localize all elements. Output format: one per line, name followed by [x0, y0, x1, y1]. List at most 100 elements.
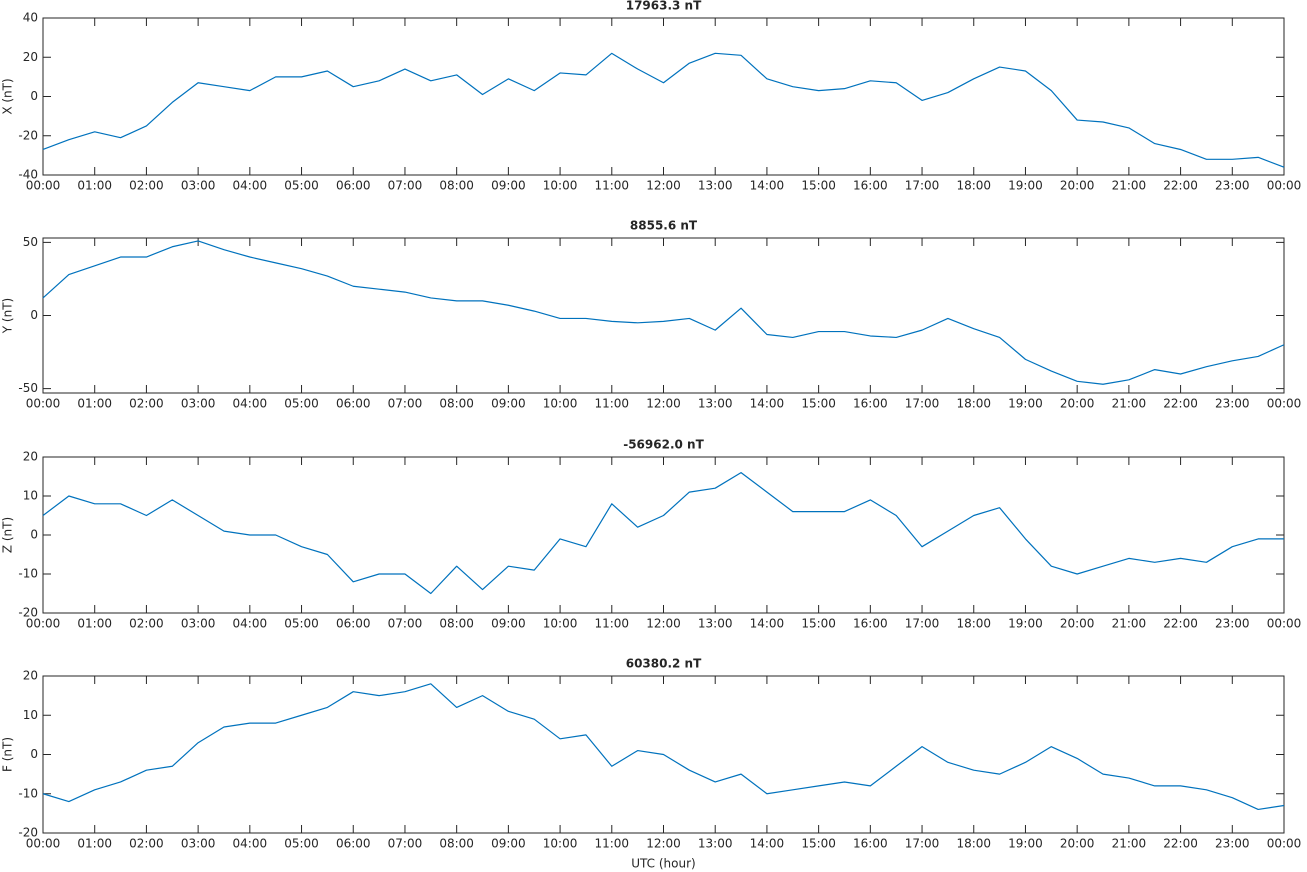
data-line	[42, 240, 1285, 385]
x-tick-label: 18:00	[956, 617, 991, 631]
y-axis-label: F (nT)	[1, 737, 15, 772]
x-tick-label: 00:00	[26, 617, 61, 631]
chart-title: -56962.0 nT	[623, 438, 704, 452]
x-tick-label: 11:00	[594, 617, 629, 631]
x-tick-label: 19:00	[1008, 617, 1043, 631]
x-tick-label: 07:00	[388, 179, 423, 193]
y-axis-label: Z (nT)	[1, 517, 15, 553]
x-tick-label: 14:00	[750, 617, 785, 631]
x-tick-label: 01:00	[77, 397, 112, 411]
x-tick-label: 00:00	[26, 837, 61, 851]
y-tick-label: -20	[18, 826, 38, 840]
chart-title: 60380.2 nT	[626, 657, 702, 671]
x-tick-label: 06:00	[336, 179, 371, 193]
x-tick-label: 11:00	[594, 837, 629, 851]
x-tick-label: 11:00	[594, 397, 629, 411]
x-tick-label: 12:00	[646, 179, 681, 193]
x-tick-label: 23:00	[1215, 179, 1250, 193]
x-tick-label: 02:00	[129, 837, 164, 851]
x-tick-label: 21:00	[1112, 397, 1147, 411]
plot-area	[42, 456, 1285, 614]
x-tick-label: 03:00	[181, 837, 216, 851]
data-line	[42, 52, 1285, 168]
y-tick-label: 50	[23, 235, 38, 249]
y-tick-label: 10	[23, 489, 38, 503]
data-line	[42, 683, 1285, 811]
x-tick-label: 04:00	[233, 617, 268, 631]
x-tick-label: 21:00	[1112, 617, 1147, 631]
x-tick-label: 15:00	[801, 617, 836, 631]
y-tick-label: 20	[23, 669, 38, 683]
x-tick-label: 23:00	[1215, 397, 1250, 411]
x-tick-label: 22:00	[1163, 837, 1198, 851]
y-tick-label: -50	[18, 381, 38, 395]
x-tick-label: 04:00	[233, 179, 268, 193]
y-tick-label: 20	[23, 450, 38, 464]
x-tick-label: 13:00	[698, 179, 733, 193]
x-tick-label: 16:00	[853, 617, 888, 631]
x-tick-label: 10:00	[543, 179, 578, 193]
y-tick-label: -10	[18, 786, 38, 800]
x-tick-label: 17:00	[905, 617, 940, 631]
x-tick-label: 19:00	[1008, 837, 1043, 851]
x-tick-label: 00:00	[26, 179, 61, 193]
x-tick-label: 14:00	[750, 179, 785, 193]
x-tick-label: 04:00	[233, 837, 268, 851]
x-tick-label: 06:00	[336, 397, 371, 411]
x-tick-label: 05:00	[284, 179, 319, 193]
x-tick-label: 07:00	[388, 837, 423, 851]
x-tick-label: 11:00	[594, 179, 629, 193]
x-tick-label: 04:00	[233, 397, 268, 411]
x-tick-label: 02:00	[129, 397, 164, 411]
x-tick-label: 03:00	[181, 397, 216, 411]
x-tick-label: 08:00	[439, 179, 474, 193]
x-tick-label: 00:00	[1267, 837, 1302, 851]
x-tick-label: 12:00	[646, 617, 681, 631]
x-tick-label: 19:00	[1008, 179, 1043, 193]
x-tick-label: 02:00	[129, 617, 164, 631]
x-tick-label: 20:00	[1060, 179, 1095, 193]
x-tick-label: 18:00	[956, 397, 991, 411]
y-tick-label: 0	[30, 308, 38, 322]
x-tick-label: 10:00	[543, 617, 578, 631]
y-axis-label: Y (nT)	[1, 298, 15, 334]
x-tick-label: 14:00	[750, 397, 785, 411]
x-tick-label: 19:00	[1008, 397, 1043, 411]
x-tick-label: 16:00	[853, 837, 888, 851]
x-tick-label: 23:00	[1215, 617, 1250, 631]
x-tick-label: 13:00	[698, 837, 733, 851]
chart-title: 8855.6 nT	[630, 219, 698, 233]
plot-area	[42, 17, 1285, 176]
x-tick-label: 01:00	[77, 837, 112, 851]
chart-title: 17963.3 nT	[626, 0, 702, 13]
x-tick-label: 05:00	[284, 837, 319, 851]
x-tick-label: 03:00	[181, 617, 216, 631]
x-tick-label: 20:00	[1060, 837, 1095, 851]
x-tick-label: 22:00	[1163, 179, 1198, 193]
y-tick-label: -20	[18, 606, 38, 620]
x-tick-label: 08:00	[439, 837, 474, 851]
x-tick-label: 00:00	[1267, 617, 1302, 631]
x-tick-label: 15:00	[801, 397, 836, 411]
x-tick-label: 13:00	[698, 617, 733, 631]
y-tick-label: 20	[23, 50, 38, 64]
x-tick-label: 22:00	[1163, 617, 1198, 631]
x-tick-label: 18:00	[956, 179, 991, 193]
x-tick-label: 13:00	[698, 397, 733, 411]
x-tick-label: 16:00	[853, 179, 888, 193]
x-tick-label: 10:00	[543, 837, 578, 851]
x-tick-label: 06:00	[336, 617, 371, 631]
x-tick-label: 18:00	[956, 837, 991, 851]
y-tick-label: -40	[18, 168, 38, 182]
y-tick-label: 0	[30, 528, 38, 542]
x-tick-label: 07:00	[388, 397, 423, 411]
x-tick-label: 21:00	[1112, 179, 1147, 193]
x-tick-label: 01:00	[77, 617, 112, 631]
x-tick-label: 06:00	[336, 837, 371, 851]
y-tick-label: 10	[23, 708, 38, 722]
x-tick-label: 08:00	[439, 617, 474, 631]
x-tick-label: 00:00	[1267, 397, 1302, 411]
x-tick-label: 21:00	[1112, 837, 1147, 851]
y-tick-label: 40	[23, 11, 38, 25]
